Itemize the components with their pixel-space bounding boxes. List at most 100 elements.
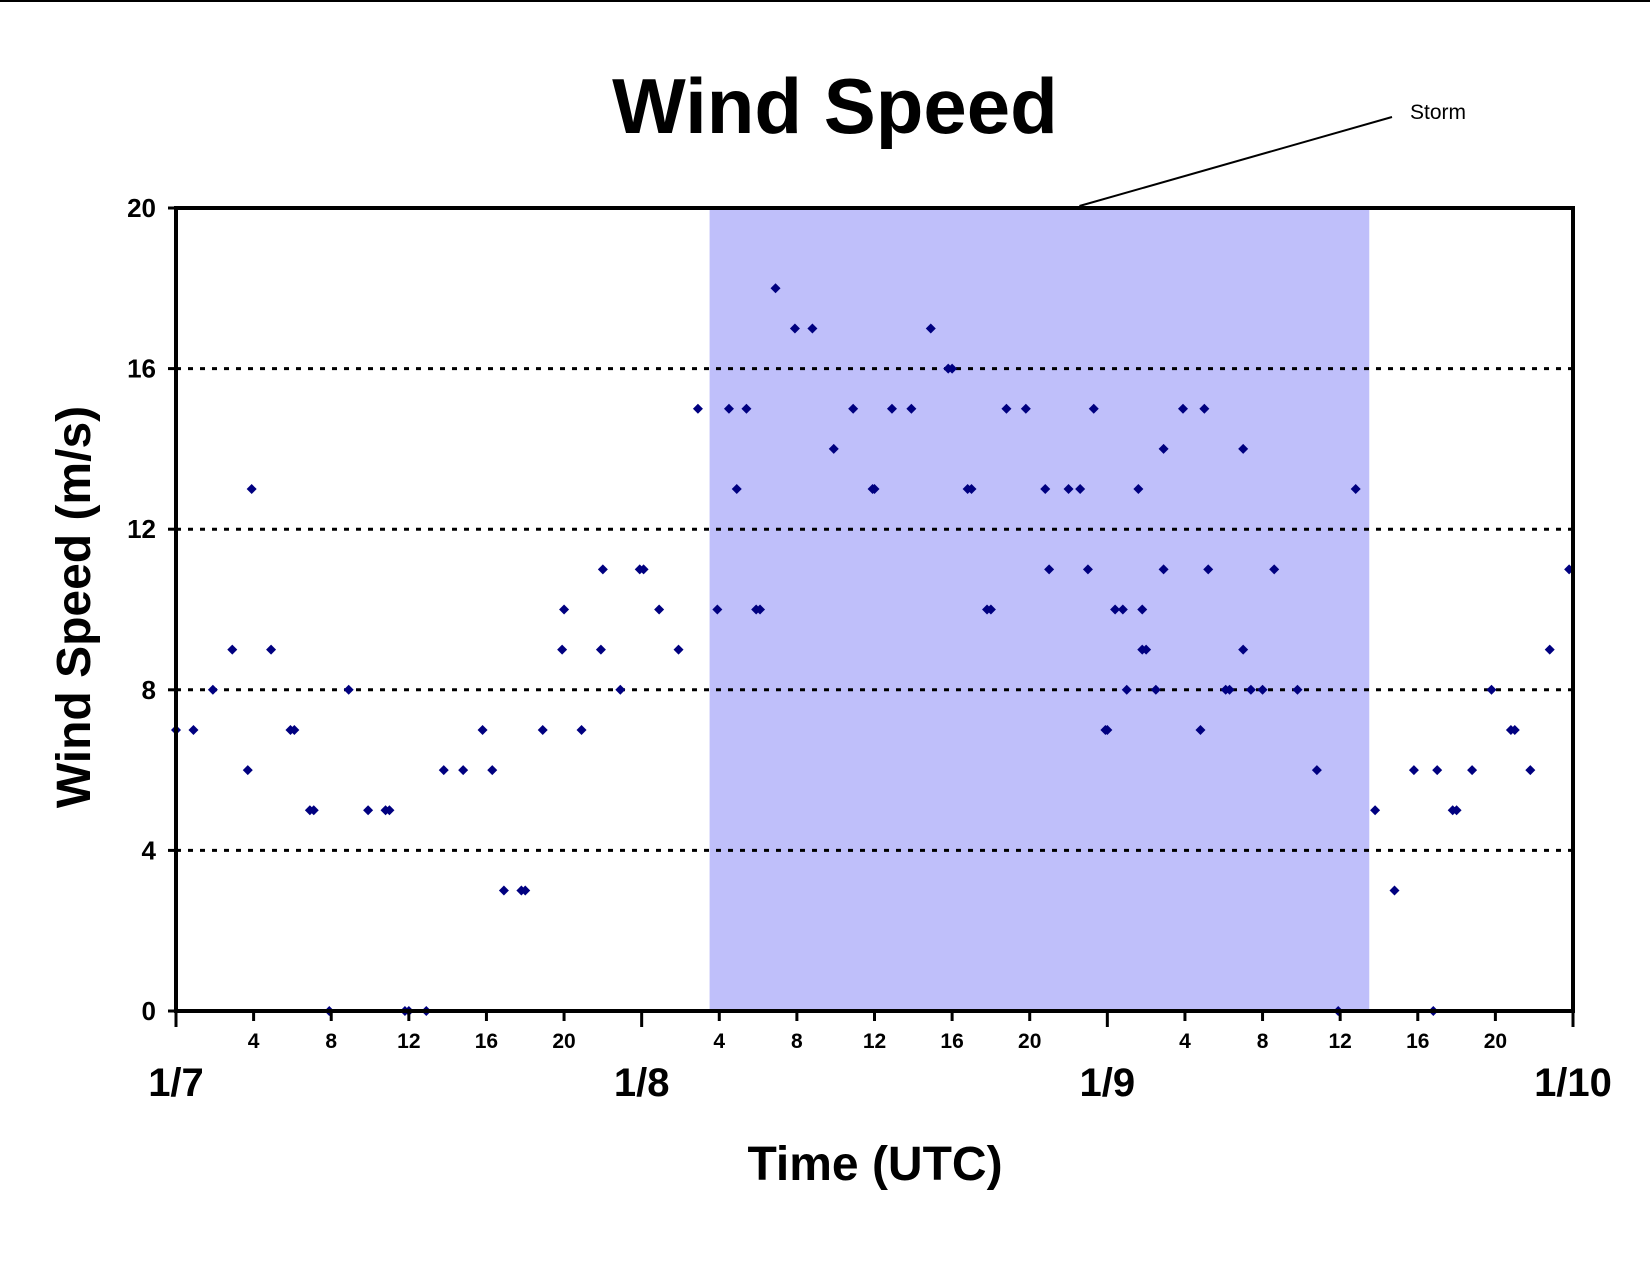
data-point: [1020, 403, 1031, 414]
data-point: [1451, 805, 1462, 816]
data-point: [638, 564, 649, 575]
x-date-label: 1/7: [148, 1061, 204, 1105]
x-tick-label: 8: [1257, 1030, 1269, 1053]
data-point: [1158, 564, 1169, 575]
data-point: [384, 805, 395, 816]
data-point: [1137, 604, 1148, 615]
data-point: [1121, 684, 1132, 695]
y-tick-label: 12: [127, 514, 156, 544]
x-tick-label: 8: [791, 1030, 803, 1053]
x-tick-label: 12: [863, 1030, 886, 1053]
data-point: [770, 283, 781, 294]
data-point: [925, 323, 936, 334]
data-point: [1102, 724, 1113, 735]
data-point: [848, 403, 859, 414]
data-point: [1245, 684, 1256, 695]
data-point: [1224, 684, 1235, 695]
data-point: [1525, 765, 1536, 776]
data-point: [1150, 684, 1161, 695]
y-axis-ticks: 0 4 8 12 16 20: [127, 193, 176, 1026]
data-point: [712, 604, 723, 615]
data-point: [828, 443, 839, 454]
data-point: [1075, 484, 1086, 495]
x-tick-label: 20: [1018, 1030, 1041, 1053]
data-point: [559, 604, 570, 615]
data-point: [227, 644, 238, 655]
data-point: [1044, 564, 1055, 575]
storm-region-layer: [709, 208, 1370, 1011]
data-point: [1158, 443, 1169, 454]
data-point: [188, 724, 199, 735]
data-point: [266, 644, 277, 655]
x-tick-label: 4: [1179, 1030, 1191, 1053]
data-point: [673, 644, 684, 655]
data-point: [755, 604, 766, 615]
data-point: [487, 765, 498, 776]
data-point: [1199, 403, 1210, 414]
data-point: [438, 765, 449, 776]
top-rule: [0, 0, 1650, 2]
data-point: [1117, 604, 1128, 615]
x-date-labels: 1/7 1/8 1/9 1/10: [148, 1011, 1612, 1105]
data-point: [1389, 885, 1400, 896]
chart-title: Wind Speed: [612, 62, 1058, 150]
data-point: [557, 644, 568, 655]
x-axis-ticks: 4 8 12 16 20 4 8 12 16 20 4 8 12 16 20: [248, 1011, 1507, 1053]
data-point: [363, 805, 374, 816]
data-point: [246, 484, 257, 495]
data-point: [1432, 765, 1443, 776]
data-point: [1141, 644, 1152, 655]
data-point: [906, 403, 917, 414]
data-point: [597, 564, 608, 575]
data-point: [947, 363, 958, 374]
data-point: [723, 403, 734, 414]
x-tick-label: 20: [1484, 1030, 1507, 1053]
x-tick-label: 16: [475, 1030, 498, 1053]
x-tick-label: 16: [1406, 1030, 1429, 1053]
data-point: [1040, 484, 1051, 495]
x-tick-label: 12: [397, 1030, 420, 1053]
data-point: [731, 484, 742, 495]
data-point: [458, 765, 469, 776]
x-tick-label: 8: [325, 1030, 337, 1053]
data-points: [171, 283, 1575, 1016]
data-point: [289, 724, 300, 735]
data-point: [537, 724, 548, 735]
x-tick-label: 4: [248, 1030, 260, 1053]
y-tick-label: 20: [127, 193, 156, 223]
data-point: [242, 765, 253, 776]
data-point: [1063, 484, 1074, 495]
data-point: [1203, 564, 1214, 575]
data-point: [789, 323, 800, 334]
y-tick-label: 8: [142, 675, 156, 705]
y-tick-label: 4: [142, 835, 157, 865]
data-point: [343, 684, 354, 695]
x-date-label: 1/10: [1534, 1061, 1612, 1105]
storm-region: [709, 208, 1370, 1011]
gridlines: [176, 367, 1573, 852]
y-tick-label: 16: [127, 354, 156, 384]
data-point: [477, 724, 488, 735]
data-point: [1257, 684, 1268, 695]
data-point: [1178, 403, 1189, 414]
data-point: [1467, 765, 1478, 776]
data-point: [1486, 684, 1497, 695]
data-point: [886, 403, 897, 414]
x-tick-label: 16: [940, 1030, 963, 1053]
data-point: [869, 484, 880, 495]
x-date-label: 1/9: [1080, 1061, 1136, 1105]
x-tick-label: 12: [1328, 1030, 1351, 1053]
data-point: [498, 885, 509, 896]
data-point: [1509, 724, 1520, 735]
x-axis-title: Time (UTC): [747, 1138, 1002, 1191]
data-point: [1408, 765, 1419, 776]
data-point: [1544, 644, 1555, 655]
data-point: [576, 724, 587, 735]
data-point: [1082, 564, 1093, 575]
x-date-label: 1/8: [614, 1061, 670, 1105]
storm-annotation-label: Storm: [1410, 101, 1466, 124]
data-point: [1350, 484, 1361, 495]
data-point: [966, 484, 977, 495]
storm-annotation-line: [1079, 116, 1393, 207]
